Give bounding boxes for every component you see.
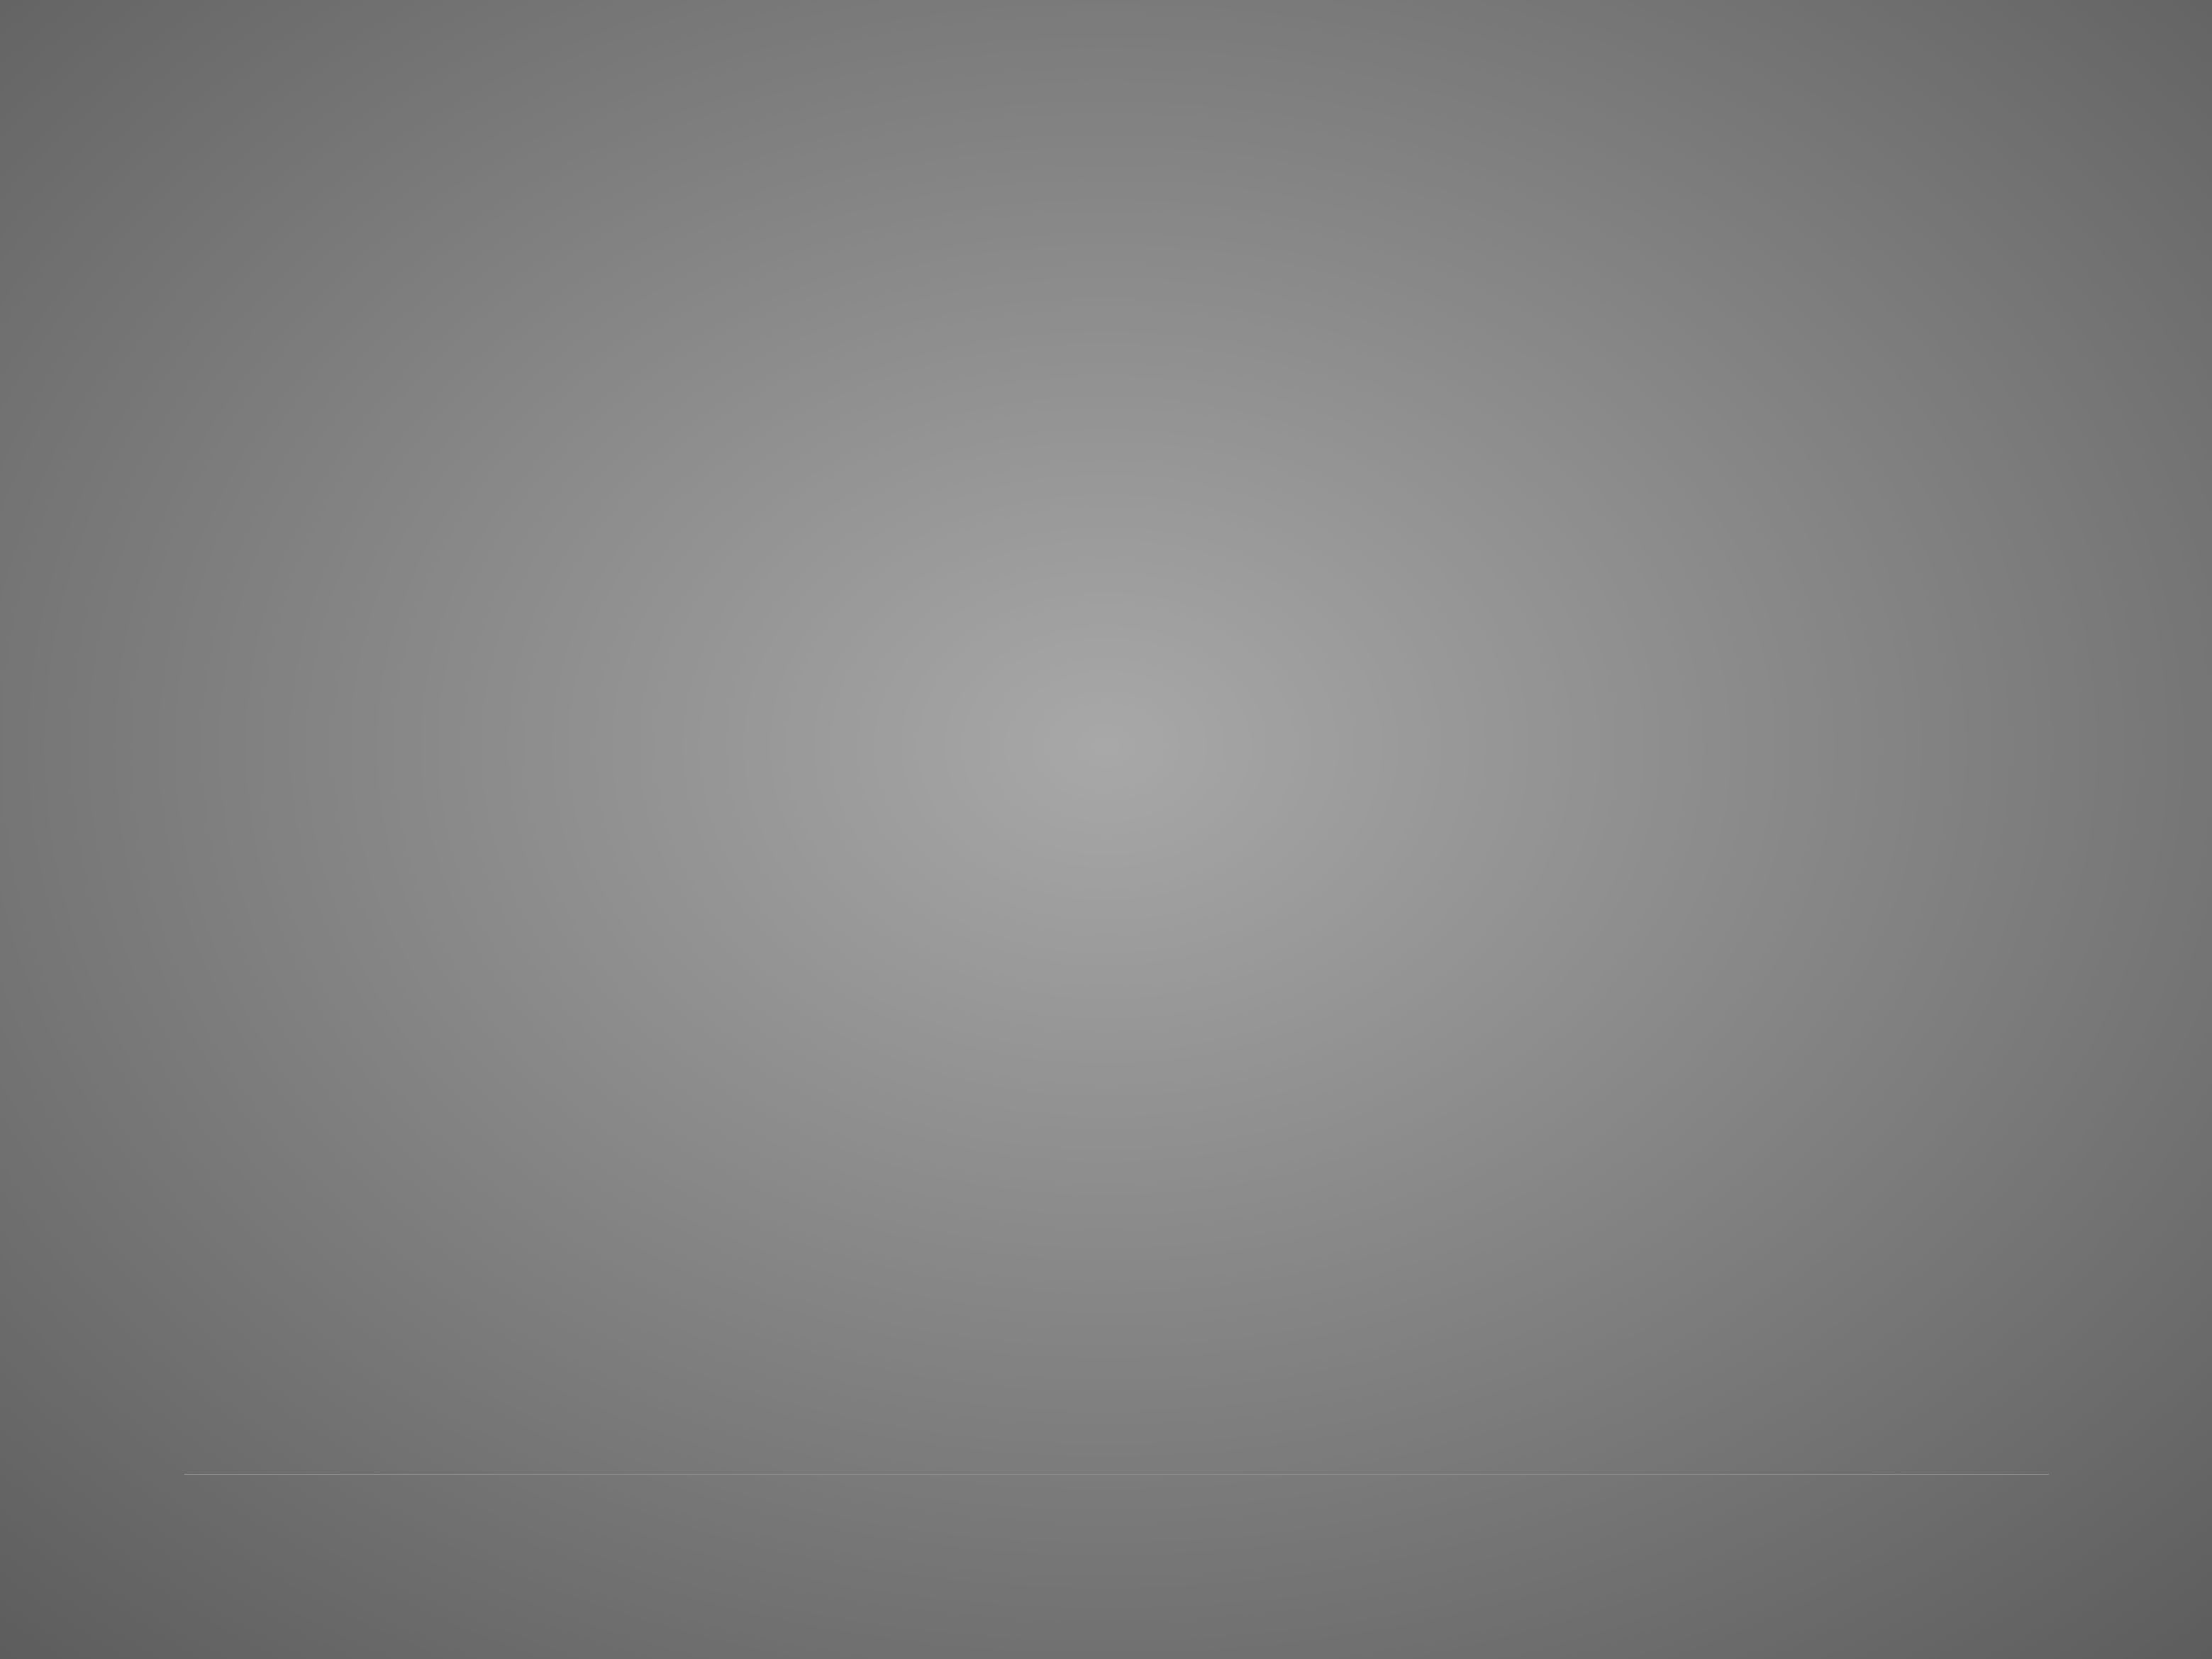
price-trend-chart bbox=[0, 0, 2212, 1659]
chart-background bbox=[0, 0, 2212, 1659]
